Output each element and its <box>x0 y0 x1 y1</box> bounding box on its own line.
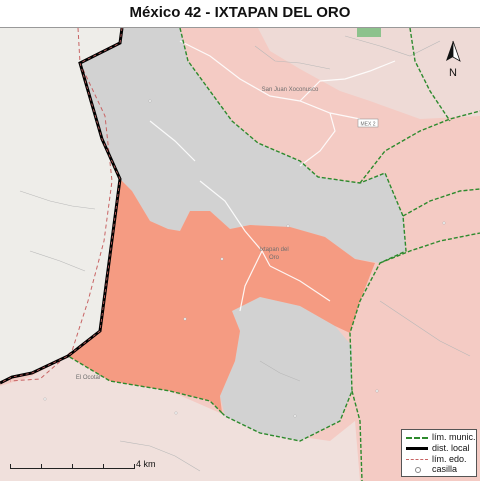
minor-roads <box>19 35 471 472</box>
casilla-point <box>220 257 224 261</box>
legend-label: casilla <box>432 464 458 474</box>
map-canvas[interactable]: MEX 2 San Juan Xoconusco Ixtapan del Oro… <box>0 27 480 481</box>
dashed-green-line-icon <box>406 437 428 439</box>
gray-section-south <box>220 297 352 441</box>
scale-tick <box>134 464 135 469</box>
gray-section-north <box>80 28 406 263</box>
municipal-borders <box>67 28 480 481</box>
road-shield-label: MEX 2 <box>360 122 375 128</box>
casilla-point <box>148 99 152 103</box>
legend-label: lím. edo. <box>432 454 467 464</box>
map-svg: MEX 2 San Juan Xoconusco Ixtapan del Oro… <box>0 28 480 481</box>
scale-tick <box>103 464 104 469</box>
legend-item-munic: lím. munic. <box>406 432 476 443</box>
upper-right-area <box>258 28 480 119</box>
circle-icon <box>415 467 421 473</box>
thick-black-line-icon <box>406 447 428 450</box>
casilla-point <box>442 221 446 225</box>
north-arrow-icon: N <box>446 40 461 79</box>
place-label-el-ocotal: El Ocotal <box>76 375 100 381</box>
park-area <box>357 28 381 37</box>
outside-state-area <box>0 28 122 381</box>
legend-label: dist. local <box>432 443 470 453</box>
casilla-point <box>286 224 290 228</box>
north-label: N <box>449 67 457 79</box>
scale-label: 4 km <box>136 459 156 469</box>
legend-label: lím. munic. <box>432 432 476 442</box>
casilla-point <box>293 414 297 418</box>
scale-bar <box>10 461 138 469</box>
roads <box>149 40 396 312</box>
scale-tick <box>72 464 73 469</box>
scale-tick <box>10 464 11 469</box>
casilla-point <box>375 389 379 393</box>
map-title: México 42 - IXTAPAN DEL ORO <box>129 4 351 21</box>
place-label-ixtapan-oro: Oro <box>269 255 280 261</box>
casilla-point <box>43 397 47 401</box>
legend-item-edo: lím. edo. <box>406 454 476 465</box>
casilla-point <box>174 411 178 415</box>
map-legend: lím. munic. dist. local lím. edo. casill… <box>401 429 477 477</box>
highlighted-section[interactable] <box>68 179 375 413</box>
scale-tick <box>41 464 42 469</box>
state-border <box>9 28 113 382</box>
place-label-ixtapan: Ixtapan del <box>259 247 288 253</box>
district-border-overlay <box>0 28 123 384</box>
road-shield <box>357 118 379 128</box>
place-label-san-juan: San Juan Xoconusco <box>262 87 319 93</box>
pale-lower-area <box>0 356 360 481</box>
legend-item-casilla: casilla <box>406 464 476 475</box>
legend-item-dist: dist. local <box>406 443 476 454</box>
dashed-red-line-icon <box>406 459 428 460</box>
casilla-point <box>183 317 187 321</box>
casillas <box>43 99 446 418</box>
